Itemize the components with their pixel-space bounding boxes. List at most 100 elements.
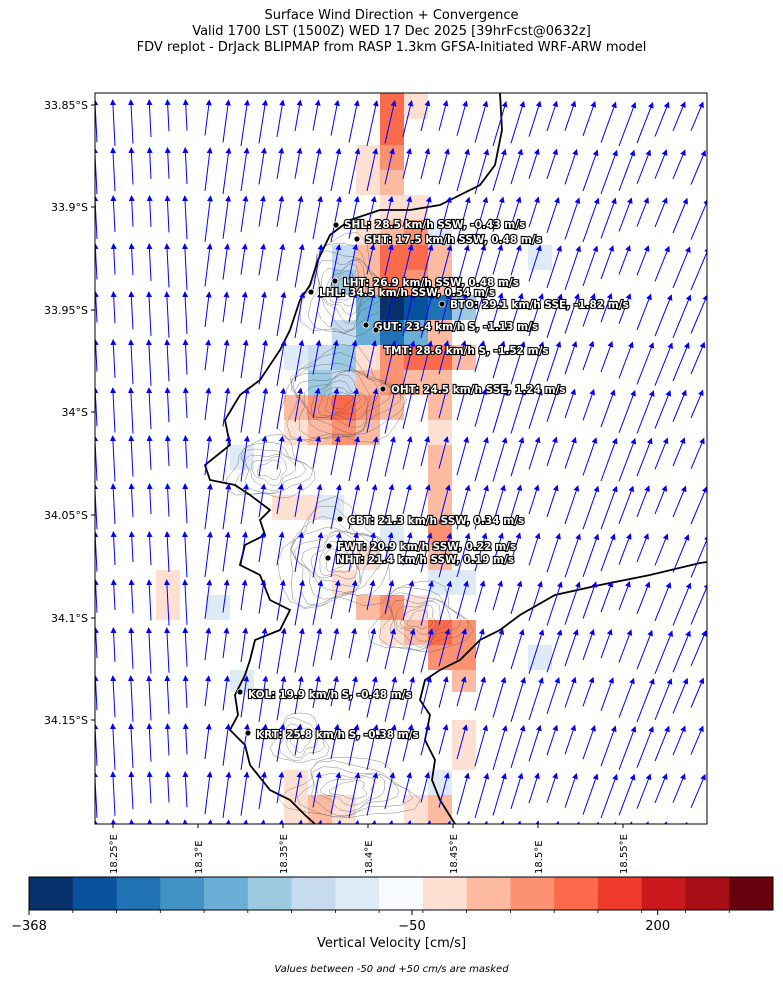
- wind-arrow: [95, 675, 99, 711]
- wind-arrow: [582, 437, 598, 476]
- wind-arrow: [402, 531, 413, 566]
- wind-arrow: [474, 580, 486, 613]
- wind-arrow: [564, 724, 577, 755]
- wind-arrow: [164, 819, 171, 824]
- velocity-cell: [452, 295, 476, 320]
- wind-arrow: [95, 627, 99, 659]
- wind-arrow: [366, 724, 379, 771]
- colorbar-swatch: [597, 877, 643, 910]
- wind-arrow: [330, 387, 340, 421]
- terrain-contour: [289, 363, 402, 439]
- station-dot-nht[interactable]: [324, 554, 332, 562]
- wind-arrow: [582, 485, 600, 530]
- wind-arrow: [258, 771, 267, 810]
- velocity-cell: [428, 545, 452, 570]
- velocity-cell: [356, 145, 380, 170]
- wind-arrow: [128, 531, 135, 563]
- wind-arrow: [182, 675, 189, 708]
- wind-arrow: [330, 627, 340, 661]
- wind-arrow: [582, 676, 595, 707]
- wind-arrow: [182, 291, 189, 335]
- wind-arrow: [510, 580, 523, 614]
- wind-arrow: [600, 149, 618, 195]
- terrain-contour: [319, 541, 354, 577]
- velocity-cell: [332, 395, 356, 420]
- terrain-contour: [321, 260, 367, 325]
- velocity-cell: [404, 245, 428, 270]
- wind-arrow: [654, 197, 668, 228]
- wind-arrow: [348, 339, 358, 372]
- wind-arrow: [312, 435, 322, 469]
- wind-arrow: [128, 243, 135, 276]
- station-dot-shl[interactable]: [332, 221, 340, 229]
- wind-arrow: [618, 149, 636, 191]
- wind-arrow: [402, 195, 413, 228]
- wind-arrow: [456, 628, 467, 661]
- wind-arrow: [600, 725, 617, 767]
- station-dot-sht[interactable]: [353, 235, 361, 243]
- wind-arrow: [109, 99, 116, 147]
- station-dot-cbt[interactable]: [336, 515, 344, 523]
- terrain-contour: [327, 392, 354, 410]
- wind-arrow: [330, 723, 340, 760]
- wind-arrow: [456, 244, 470, 287]
- wind-arrow: [600, 677, 615, 711]
- wind-arrow: [164, 339, 171, 382]
- wind-arrow: [582, 533, 600, 578]
- wind-arrow: [240, 387, 250, 433]
- wind-arrow: [492, 532, 504, 565]
- wind-arrow: [546, 436, 558, 467]
- wind-arrow: [402, 580, 415, 621]
- wind-arrow: [582, 245, 599, 287]
- wind-arrow: [528, 772, 540, 804]
- station-dot-fwt[interactable]: [325, 542, 333, 550]
- lon-tick-label: 18.35°E: [279, 834, 290, 874]
- wind-arrow: [456, 148, 470, 192]
- wind-arrow: [366, 339, 378, 379]
- wind-arrow: [276, 243, 286, 282]
- station-dot-tmt[interactable]: [372, 326, 380, 334]
- velocity-cell: [284, 345, 308, 370]
- station-dot-lhl[interactable]: [307, 288, 315, 296]
- terrain-contour: [329, 270, 361, 307]
- wind-arrow: [420, 196, 432, 233]
- station-dot-kol[interactable]: [236, 688, 244, 696]
- wind-arrow: [366, 579, 376, 611]
- wind-arrow: [182, 723, 189, 755]
- wind-arrow: [312, 147, 322, 185]
- wind-arrow: [330, 531, 342, 578]
- wind-arrow: [110, 483, 117, 525]
- terrain-contour: [390, 599, 451, 648]
- colorbar-frame: [28, 876, 774, 911]
- station-dot-lht[interactable]: [331, 277, 339, 285]
- velocity-cell: [332, 795, 356, 824]
- wind-arrow: [438, 436, 449, 469]
- lat-tick-label: 34°S: [62, 406, 88, 419]
- station-dot-krt[interactable]: [244, 729, 252, 737]
- wind-arrow: [402, 628, 416, 674]
- terrain-contour: [317, 380, 367, 417]
- wind-arrow: [510, 341, 526, 385]
- wind-arrow: [240, 99, 250, 147]
- wind-arrow: [474, 532, 488, 572]
- terrain-contour: [311, 766, 399, 816]
- wind-arrow: [654, 437, 669, 470]
- wind-arrow: [618, 725, 637, 771]
- wind-arrow: [438, 628, 451, 667]
- wind-arrow: [438, 532, 453, 578]
- wind-arrow: [276, 99, 286, 137]
- station-dot-oht[interactable]: [379, 385, 387, 393]
- station-dot-gut[interactable]: [362, 321, 370, 329]
- wind-arrow: [294, 339, 305, 382]
- velocity-cell: [230, 445, 254, 470]
- wind-arrow: [240, 627, 249, 663]
- wind-arrow: [618, 389, 636, 433]
- station-dot-bto[interactable]: [438, 300, 446, 308]
- velocity-cell: [452, 345, 476, 370]
- velocity-cell: [308, 345, 332, 370]
- wind-arrow: [546, 772, 558, 803]
- lon-tick-label: 18.4°E: [364, 840, 375, 874]
- wind-arrow: [420, 340, 433, 382]
- wind-arrow: [258, 435, 268, 477]
